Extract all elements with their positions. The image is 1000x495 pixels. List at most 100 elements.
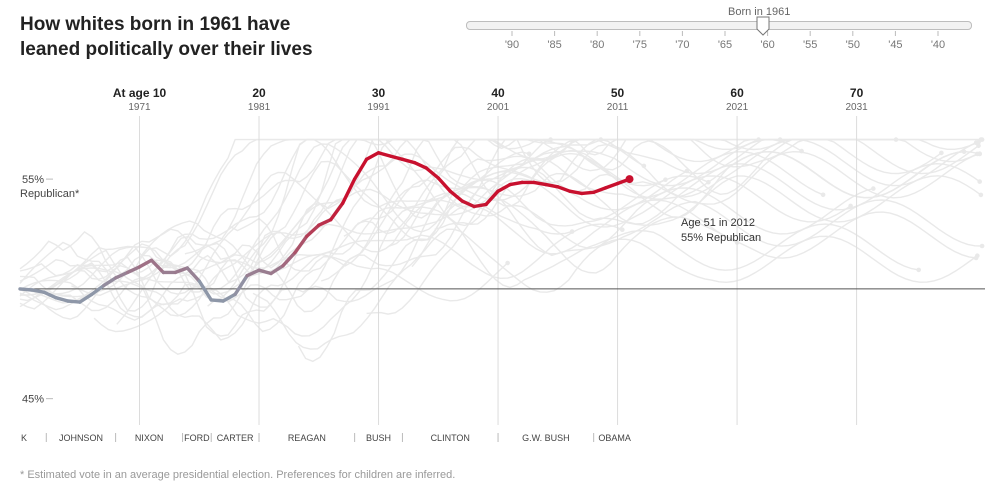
- series-segment: [149, 258, 166, 275]
- slider-tick-label: '50: [846, 39, 860, 51]
- age-marker-year: 1991: [367, 102, 390, 113]
- series-segment: [281, 250, 297, 268]
- cohort-line-end: [939, 150, 944, 156]
- slider-handle[interactable]: [753, 14, 773, 38]
- series-segment: [173, 266, 190, 275]
- y-tick-label: 55%: [22, 174, 44, 186]
- age-marker-label: 50: [611, 86, 625, 100]
- y-tick-sublabel: Republican*: [20, 188, 80, 200]
- series-segment: [580, 190, 596, 196]
- president-label: G.W. BUSH: [522, 433, 570, 443]
- cohort-line: [411, 138, 979, 268]
- series-segment: [436, 176, 452, 193]
- cohort-line: [434, 149, 980, 230]
- series-segment: [18, 287, 34, 292]
- series-segment: [460, 199, 476, 209]
- cohort-line-end: [977, 179, 982, 184]
- series-segment: [42, 290, 58, 300]
- series-segment: [376, 151, 393, 158]
- cohort-line: [366, 198, 977, 315]
- cohort-line-end: [620, 227, 625, 232]
- birth-year-slider[interactable]: Born in 1961 '90 '85 '80 '75 '70 '65 '60 '55 '50…: [462, 0, 974, 60]
- age-marker-label: At age 10: [113, 86, 167, 100]
- cohort-line-end: [505, 260, 510, 266]
- series-segment: [78, 292, 94, 304]
- president-label: NIXON: [135, 433, 164, 443]
- slider-tick-label: '55: [803, 39, 817, 51]
- slider-label: Born in 1961: [728, 6, 791, 18]
- series-segment: [496, 182, 512, 193]
- series-segment: [269, 264, 285, 276]
- series-segment: [448, 189, 464, 203]
- slider-tick-label: '45: [888, 39, 902, 51]
- series-segment: [30, 288, 46, 294]
- age-marker-year: 2011: [607, 102, 629, 113]
- slider-tick-label: '60: [760, 39, 774, 51]
- series-segment: [412, 160, 428, 170]
- cohort-line: [275, 138, 979, 313]
- age-marker-year: 1971: [128, 102, 151, 113]
- series-segment: [257, 268, 273, 276]
- series-segment: [197, 279, 213, 302]
- cohort-line-end: [979, 137, 985, 142]
- cohort-line: [19, 138, 824, 337]
- age-marker-label: 60: [730, 86, 744, 100]
- slider-handle-shape[interactable]: [756, 16, 770, 36]
- series-segment: [54, 296, 70, 303]
- series-segment: [137, 258, 154, 269]
- series-segment: [293, 234, 309, 255]
- slider-tick-label: '85: [547, 39, 561, 51]
- series-segment: [544, 182, 560, 189]
- annotation-age: Age 51 in 2012: [681, 217, 755, 229]
- annotation: Age 51 in 2012 55% Republican: [681, 217, 761, 244]
- age-marker-year: 2021: [726, 102, 749, 113]
- series-segment: [532, 180, 548, 187]
- series-segment: [472, 202, 488, 209]
- y-tick-label: 45%: [22, 394, 44, 406]
- age-marker-label: 70: [850, 86, 864, 100]
- age-marker-label: 40: [491, 86, 505, 100]
- series-segment: [568, 189, 584, 196]
- series-segment: [209, 298, 225, 303]
- slider-tick-label: '40: [931, 39, 945, 51]
- cohort-line: [48, 187, 874, 341]
- series-segment: [603, 181, 620, 190]
- cohort-line-end: [916, 267, 921, 273]
- series-segment: [592, 186, 608, 195]
- age-marker-year: 1981: [248, 102, 271, 113]
- president-label: OBAMA: [598, 433, 631, 443]
- series-segment: [113, 270, 130, 280]
- series-segment: [352, 157, 369, 181]
- series-segment: [508, 180, 524, 187]
- age-marker-lines: At age 10 1971 20 1981 30 1991 40 2001 50 2011 60 2…: [113, 86, 868, 425]
- president-label: FORD: [184, 433, 210, 443]
- series-segment: [66, 299, 82, 304]
- slider-tick-label: '65: [718, 39, 732, 51]
- president-label: K: [21, 433, 27, 443]
- slider-tick-label: '70: [675, 39, 689, 51]
- cohort-line-end: [871, 186, 876, 191]
- cohort-line-end: [526, 151, 532, 157]
- slider-track[interactable]: [466, 21, 972, 30]
- age-marker-year: 2001: [487, 102, 510, 113]
- cohort-line-end: [848, 203, 853, 209]
- series-endpoint: [625, 175, 634, 184]
- age-marker-label: 20: [252, 86, 266, 100]
- series-segment: [341, 177, 357, 206]
- annotation-value: 55% Republican: [681, 232, 761, 244]
- cohort-line-end: [979, 243, 985, 249]
- president-label: CARTER: [217, 433, 254, 443]
- cohort-line: [162, 162, 981, 333]
- series-segment: [221, 292, 237, 303]
- age-marker-label: 30: [372, 86, 386, 100]
- cohort-line: [389, 138, 978, 247]
- series-segment: [329, 201, 345, 222]
- cohort-line-end: [977, 151, 982, 156]
- cohort-line: [297, 150, 980, 363]
- series-segment: [317, 217, 333, 227]
- slider-tick-label: '80: [590, 39, 604, 51]
- slider-tick-label: '75: [633, 39, 647, 51]
- cohort-line: [19, 171, 573, 318]
- series-segment: [388, 154, 405, 162]
